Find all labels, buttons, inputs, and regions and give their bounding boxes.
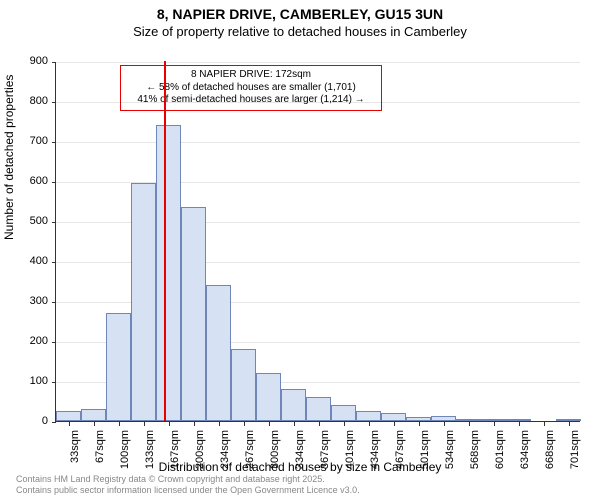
xtick-mark — [269, 422, 270, 426]
attribution-footer: Contains HM Land Registry data © Crown c… — [16, 474, 360, 496]
xtick-mark — [419, 422, 420, 426]
xtick-mark — [69, 422, 70, 426]
ytick-mark — [52, 422, 56, 423]
ytick-mark — [52, 62, 56, 63]
histogram-bar — [556, 419, 581, 421]
y-axis-label: Number of detached properties — [2, 75, 16, 240]
xtick-mark — [344, 422, 345, 426]
ytick-mark — [52, 302, 56, 303]
ytick-label: 600 — [16, 175, 48, 187]
ytick-label: 200 — [16, 335, 48, 347]
property-marker-line — [164, 61, 166, 421]
ytick-label: 300 — [16, 295, 48, 307]
histogram-bar — [131, 183, 156, 421]
ytick-label: 700 — [16, 135, 48, 147]
footer-line-2: Contains public sector information licen… — [16, 485, 360, 496]
ytick-mark — [52, 102, 56, 103]
title-subtitle: Size of property relative to detached ho… — [0, 24, 600, 39]
histogram-bar — [406, 417, 431, 421]
ytick-mark — [52, 262, 56, 263]
histogram-bar — [106, 313, 131, 421]
ytick-mark — [52, 142, 56, 143]
histogram-bar — [381, 413, 406, 421]
histogram-bar — [331, 405, 356, 421]
xtick-mark — [544, 422, 545, 426]
histogram-plot: 8 NAPIER DRIVE: 172sqm ← 58% of detached… — [55, 62, 580, 422]
xtick-mark — [369, 422, 370, 426]
ytick-label: 100 — [16, 375, 48, 387]
footer-line-1: Contains HM Land Registry data © Crown c… — [16, 474, 360, 485]
ytick-mark — [52, 342, 56, 343]
histogram-bar — [181, 207, 206, 421]
xtick-mark — [244, 422, 245, 426]
histogram-bar — [306, 397, 331, 421]
x-axis-label: Distribution of detached houses by size … — [0, 460, 600, 474]
ytick-label: 500 — [16, 215, 48, 227]
gridline — [56, 102, 580, 103]
histogram-bar — [256, 373, 281, 421]
histogram-bar — [506, 419, 531, 421]
ytick-mark — [52, 222, 56, 223]
ytick-label: 900 — [16, 55, 48, 67]
xtick-mark — [394, 422, 395, 426]
histogram-bar — [431, 416, 456, 421]
histogram-bar — [231, 349, 256, 421]
histogram-bar — [56, 411, 81, 421]
histogram-bar — [456, 419, 481, 421]
xtick-mark — [144, 422, 145, 426]
annotation-callout: 8 NAPIER DRIVE: 172sqm ← 58% of detached… — [120, 65, 382, 111]
xtick-mark — [319, 422, 320, 426]
xtick-mark — [94, 422, 95, 426]
xtick-mark — [169, 422, 170, 426]
gridline — [56, 142, 580, 143]
histogram-bar — [481, 419, 506, 421]
histogram-bar — [81, 409, 106, 421]
ytick-mark — [52, 382, 56, 383]
gridline — [56, 62, 580, 63]
ytick-mark — [52, 182, 56, 183]
xtick-mark — [444, 422, 445, 426]
xtick-mark — [294, 422, 295, 426]
xtick-mark — [569, 422, 570, 426]
histogram-bar — [206, 285, 231, 421]
ytick-label: 400 — [16, 255, 48, 267]
xtick-mark — [494, 422, 495, 426]
xtick-mark — [519, 422, 520, 426]
xtick-mark — [219, 422, 220, 426]
xtick-mark — [194, 422, 195, 426]
xtick-mark — [119, 422, 120, 426]
histogram-bar — [156, 125, 181, 421]
ytick-label: 800 — [16, 95, 48, 107]
ytick-label: 0 — [16, 415, 48, 427]
xtick-mark — [469, 422, 470, 426]
histogram-bar — [356, 411, 381, 421]
title-address: 8, NAPIER DRIVE, CAMBERLEY, GU15 3UN — [0, 6, 600, 22]
histogram-bar — [281, 389, 306, 421]
